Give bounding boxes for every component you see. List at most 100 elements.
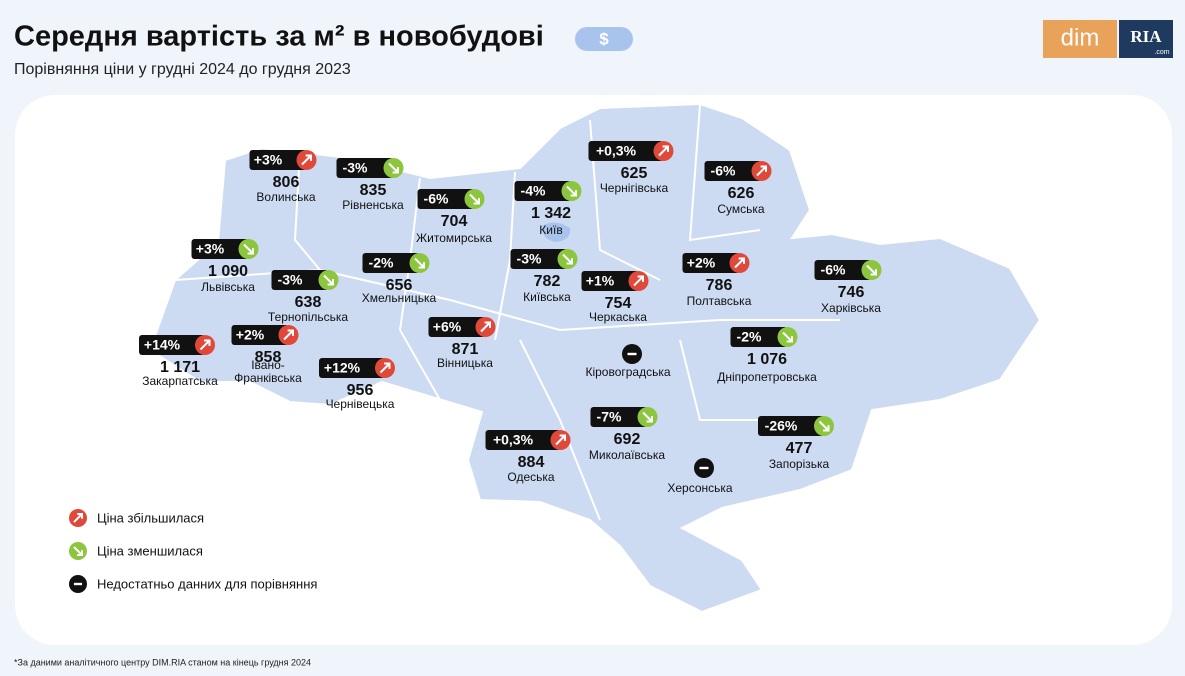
legend-label: Ціна зменшилася <box>97 543 203 558</box>
price: 835 <box>360 182 387 199</box>
change-badge <box>336 158 394 178</box>
arrow-up <box>734 257 745 269</box>
region-name: Чернігівська <box>600 181 669 195</box>
price: 746 <box>838 284 865 301</box>
region-name: Сумська <box>717 202 765 216</box>
price: 692 <box>614 431 641 448</box>
kyiv-city <box>542 222 571 242</box>
region-name: Вінницька <box>437 356 493 370</box>
change: +12% <box>324 360 361 376</box>
price: 626 <box>728 185 755 202</box>
region-name: Київська <box>523 290 571 304</box>
currency: $ <box>599 29 609 48</box>
change-badge <box>730 327 788 347</box>
logo-right-bg <box>1119 20 1173 58</box>
change-badge <box>758 416 824 436</box>
arrow-down <box>782 331 793 343</box>
change-badge <box>514 181 572 201</box>
region-name: Полтавська <box>687 294 752 308</box>
region-name: Київ <box>539 223 562 237</box>
region-name: Миколаївська <box>589 448 666 462</box>
price: 625 <box>621 165 648 182</box>
change: -7% <box>597 409 622 425</box>
change-badge <box>704 161 762 181</box>
change-badge <box>590 407 648 427</box>
region-name: Тернопільська <box>268 310 348 324</box>
change: -6% <box>821 262 846 278</box>
price: 871 <box>452 341 479 358</box>
price: 754 <box>605 295 632 312</box>
price: 477 <box>786 440 813 457</box>
arrow-up <box>633 275 644 287</box>
arrow-down <box>562 253 573 265</box>
change: +3% <box>196 241 225 257</box>
footnote: *За даними аналітичного центру DIM.RIA с… <box>14 657 311 667</box>
region-name: Черкаська <box>589 310 647 324</box>
region-name: Рівненська <box>342 198 404 212</box>
arrow-up <box>480 321 491 333</box>
change: +14% <box>144 337 181 353</box>
arrow-up <box>555 434 566 446</box>
change: -26% <box>765 418 798 434</box>
price: 782 <box>534 273 561 290</box>
price: 638 <box>295 294 322 311</box>
price: 1 342 <box>531 205 571 222</box>
change: +3% <box>254 152 283 168</box>
change: +0,3% <box>596 143 637 159</box>
change-badge <box>510 249 568 269</box>
change: +6% <box>433 319 462 335</box>
arrow-up <box>283 329 294 341</box>
region-name: Львівська <box>201 280 255 294</box>
change-badge <box>588 141 664 161</box>
change: +2% <box>236 327 265 343</box>
price: 884 <box>518 454 545 471</box>
price: 786 <box>706 277 733 294</box>
region-name: Харківська <box>821 301 881 315</box>
dash <box>73 582 83 586</box>
change: -4% <box>521 183 546 199</box>
change: -2% <box>737 329 762 345</box>
change-badge <box>271 270 329 290</box>
arrow-down <box>469 193 480 205</box>
price: 1 171 <box>160 359 200 376</box>
arrow-down <box>566 185 577 197</box>
arrow-down <box>866 264 877 276</box>
price: 656 <box>386 277 413 294</box>
region-name: Житомирська <box>416 231 492 245</box>
region-name: Закарпатська <box>142 374 218 388</box>
region-borders <box>174 104 840 521</box>
arrow-down <box>388 162 399 174</box>
arrow-down <box>243 243 254 255</box>
price: 1 090 <box>208 263 248 280</box>
change: -3% <box>343 160 368 176</box>
change-badge <box>428 317 486 337</box>
arrow-up <box>756 165 767 177</box>
change-badge <box>249 150 307 170</box>
dash <box>627 352 637 356</box>
change-badge <box>417 189 475 209</box>
region-name: Дніпропетровська <box>717 370 817 384</box>
change: -6% <box>424 191 449 207</box>
region-name: Запорізька <box>769 457 830 471</box>
change-badge <box>682 253 740 273</box>
region-name: Волинська <box>256 190 316 204</box>
change-badge <box>581 271 639 291</box>
logo-left-bg <box>1043 20 1117 58</box>
change-badge <box>191 239 249 259</box>
change: +1% <box>586 273 615 289</box>
change-badge <box>485 430 561 450</box>
arrow-up <box>301 154 312 166</box>
region-name: Хмельницька <box>362 291 437 305</box>
arrow-down <box>73 546 84 557</box>
change-badge <box>231 325 289 345</box>
region-name: Херсонська <box>667 481 733 495</box>
region-name: Одеська <box>507 470 555 484</box>
currency-pill <box>575 27 633 51</box>
arrow-up <box>658 145 669 157</box>
price: 1 076 <box>747 351 787 368</box>
arrow-down <box>323 274 334 286</box>
arrow-down <box>414 257 425 269</box>
dash <box>699 466 709 470</box>
price: 806 <box>273 174 300 191</box>
